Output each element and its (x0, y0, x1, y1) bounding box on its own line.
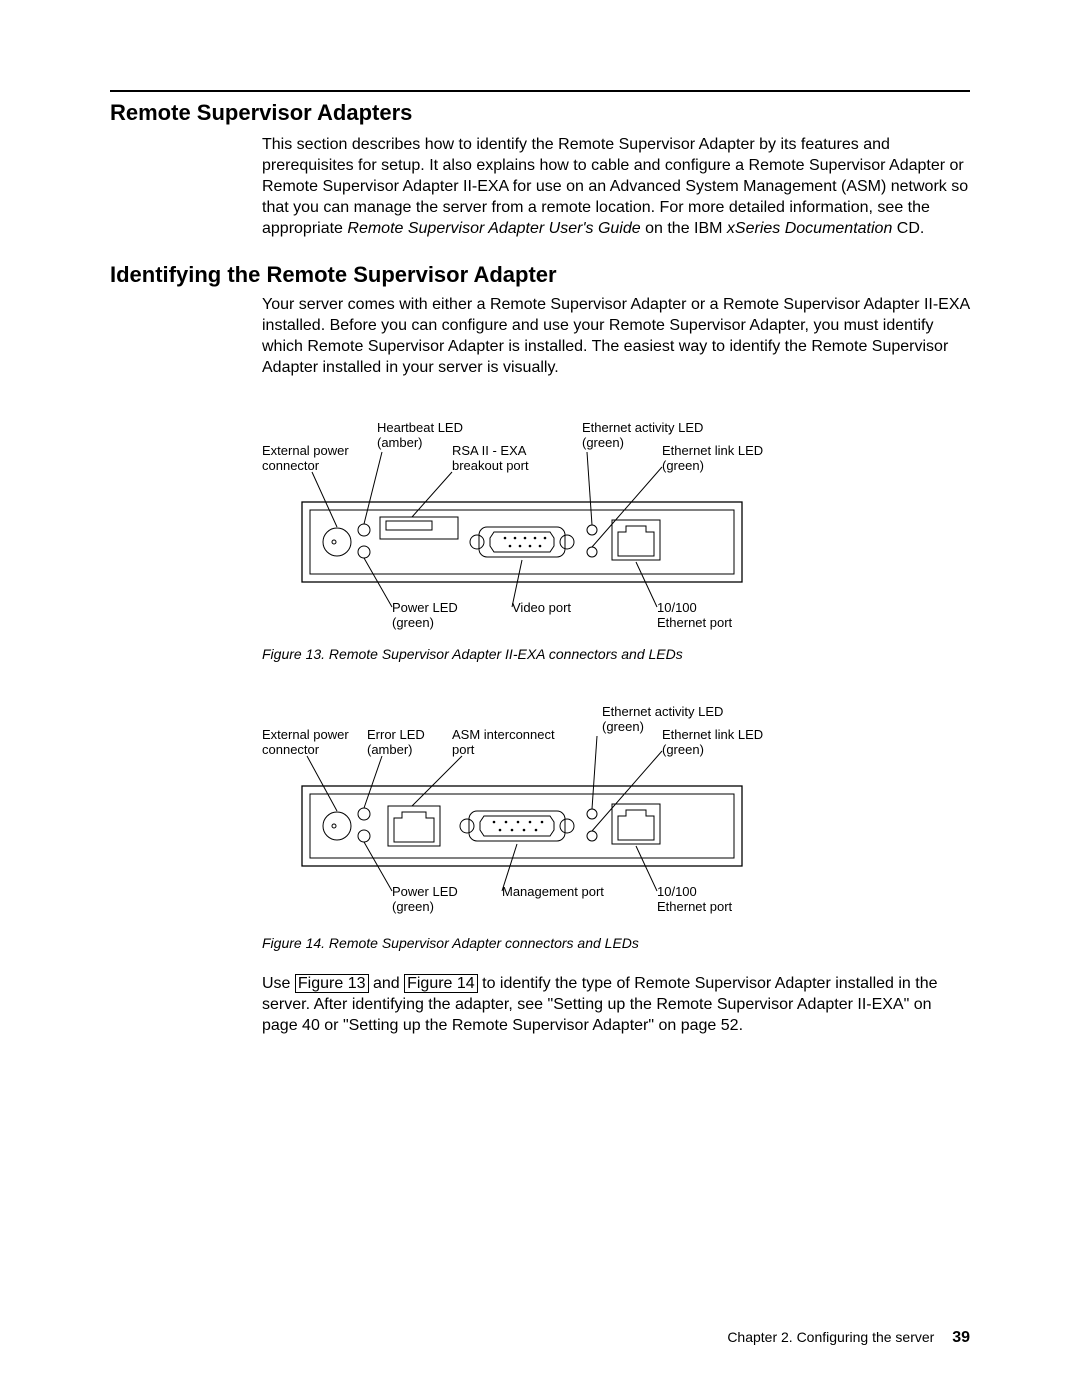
lbl-ext-pwr-1: External power (262, 443, 349, 458)
lbl-hb-1: Heartbeat LED (377, 420, 463, 435)
page-footer: Chapter 2. Configuring the server 39 (727, 1329, 970, 1347)
lbl-ethact-1: Ethernet activity LED (582, 420, 703, 435)
link-figure-13[interactable]: Figure 13 (295, 974, 369, 993)
lbl14-ethact-1: Ethernet activity LED (602, 704, 723, 719)
lbl-ethlink-1: Ethernet link LED (662, 443, 763, 458)
top-rule (110, 90, 970, 92)
link-figure-14[interactable]: Figure 14 (404, 974, 478, 993)
lbl14-asm-2: port (452, 742, 475, 757)
para2: Your server comes with either a Remote S… (262, 294, 970, 378)
figure-14-svg: External power connector Error LED (ambe… (262, 696, 822, 921)
lbl14-err-2: (amber) (367, 742, 413, 757)
lbl14-pwr-1: Power LED (392, 884, 458, 899)
lbl-ethact-2: (green) (582, 435, 624, 450)
para3-a: Use (262, 975, 295, 992)
para1-i1: Remote Supervisor Adapter User's Guide (347, 220, 640, 237)
lbl-ext-pwr-2: connector (262, 458, 320, 473)
heading-1: Remote Supervisor Adapters (110, 100, 970, 126)
figure-14: External power connector Error LED (ambe… (262, 696, 970, 921)
lbl14-mgmt: Management port (502, 884, 604, 899)
lbl-rsa-1: RSA II - EXA (452, 443, 527, 458)
para3-b: and (369, 975, 405, 992)
lbl14-ethact-2: (green) (602, 719, 644, 734)
lbl14-ethlink-2: (green) (662, 742, 704, 757)
lbl14-ext-1: External power (262, 727, 349, 742)
lbl-pwrled-1: Power LED (392, 600, 458, 615)
figure-13-svg: External power connector Heartbeat LED (… (262, 412, 822, 632)
intro-paragraph: This section describes how to identify t… (262, 134, 970, 240)
footer-chapter: Chapter 2. Configuring the server (727, 1329, 934, 1345)
lbl-eth-2: Ethernet port (657, 615, 733, 630)
lbl-rsa-2: breakout port (452, 458, 529, 473)
lbl14-ext-2: connector (262, 742, 320, 757)
lbl14-asm-1: ASM interconnect (452, 727, 555, 742)
lbl14-err-1: Error LED (367, 727, 425, 742)
para1-c: CD. (892, 220, 924, 237)
figure-14-caption: Figure 14. Remote Supervisor Adapter con… (262, 935, 970, 951)
use-figures-paragraph: Use Figure 13 and Figure 14 to identify … (262, 973, 970, 1036)
heading-2: Identifying the Remote Supervisor Adapte… (110, 262, 970, 288)
identify-paragraph: Your server comes with either a Remote S… (262, 294, 970, 378)
lbl-ethlink-2: (green) (662, 458, 704, 473)
para1-i2: xSeries Documentation (727, 220, 892, 237)
footer-page-number: 39 (952, 1329, 970, 1346)
page: Remote Supervisor Adapters This section … (0, 0, 1080, 1397)
lbl14-pwr-2: (green) (392, 899, 434, 914)
lbl-eth-1: 10/100 (657, 600, 697, 615)
lbl14-eth-1: 10/100 (657, 884, 697, 899)
figure-13-caption: Figure 13. Remote Supervisor Adapter II-… (262, 646, 970, 662)
lbl-pwrled-2: (green) (392, 615, 434, 630)
lbl-hb-2: (amber) (377, 435, 423, 450)
lbl14-ethlink-1: Ethernet link LED (662, 727, 763, 742)
lbl-video: Video port (512, 600, 571, 615)
para1-b: on the IBM (641, 220, 727, 237)
figure-13: External power connector Heartbeat LED (… (262, 412, 970, 632)
lbl14-eth-2: Ethernet port (657, 899, 733, 914)
